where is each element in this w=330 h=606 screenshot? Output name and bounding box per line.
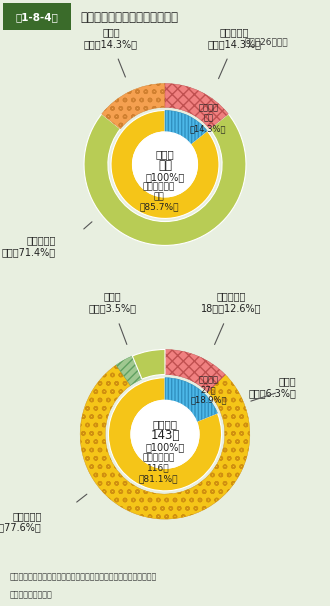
Circle shape [131,401,199,468]
Wedge shape [116,356,142,385]
Text: （100%）: （100%） [146,171,184,182]
Wedge shape [80,365,250,519]
Text: 爆発・火災
111人（77.6%）: 爆発・火災 111人（77.6%） [0,511,42,533]
Wedge shape [132,350,165,379]
Wedge shape [165,378,217,422]
Text: （平成26年中）: （平成26年中） [245,37,288,46]
Circle shape [133,132,197,197]
Text: 都市ガス
１人
（14.3%）: 都市ガス １人 （14.3%） [190,103,226,133]
Wedge shape [84,114,246,245]
Text: 死者数: 死者数 [156,150,174,159]
Text: 液化石油ガス
116人
（81.1%）: 液化石油ガス 116人 （81.1%） [139,453,178,483]
Wedge shape [111,110,219,218]
Wedge shape [165,84,228,129]
Text: 都市ガス
27人
（18.9%）: 都市ガス 27人 （18.9%） [190,375,227,405]
Text: 漏えい
５人（3.5%）: 漏えい ５人（3.5%） [88,291,137,313]
Text: 漏えい
９人（6.3%）: 漏えい ９人（6.3%） [248,377,296,398]
Text: 第1-8-4図: 第1-8-4図 [16,12,58,22]
Wedge shape [109,378,221,491]
Wedge shape [165,350,225,392]
Text: 液化石油ガス
６人
（85.7%）: 液化石油ガス ６人 （85.7%） [139,182,179,211]
Text: により作成: により作成 [10,590,53,599]
Text: 爆発・火災
18人（12.6%）: 爆発・火災 18人（12.6%） [201,291,261,313]
Text: 143人: 143人 [150,428,180,442]
Text: 漏えい
１人（14.3%）: 漏えい １人（14.3%） [84,27,138,48]
Text: 負傷者数: 負傷者数 [152,419,178,429]
Bar [3,3,71,30]
Text: 爆発・火災
１人（14.3%）: 爆発・火災 １人（14.3%） [208,27,261,48]
Text: （100%）: （100%） [146,442,184,452]
Text: （備考）　「都市ガス、液化石油ガス及び毒劇物等による事故状況」: （備考） 「都市ガス、液化石油ガス及び毒劇物等による事故状況」 [10,572,157,581]
Text: 爆発・火災
５人（71.4%）: 爆発・火災 ５人（71.4%） [1,235,55,257]
Text: ７人: ７人 [158,159,172,171]
Text: ガス事故による態様別死傷者数: ガス事故による態様別死傷者数 [80,11,178,24]
Wedge shape [102,84,165,129]
Wedge shape [165,110,207,144]
